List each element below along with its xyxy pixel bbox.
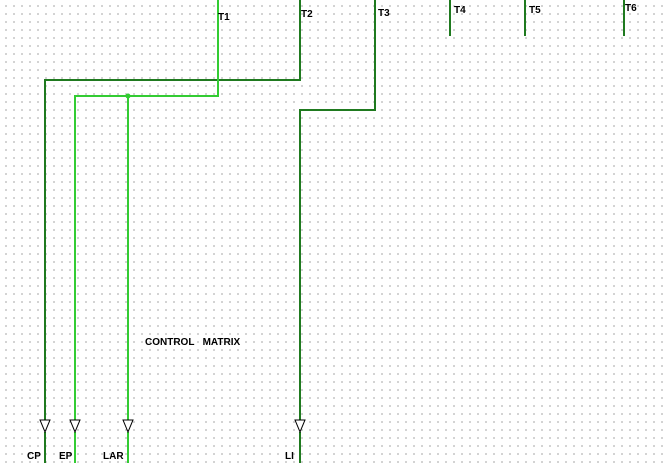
ep-label: EP [59, 451, 73, 462]
lar-label: LAR [103, 451, 124, 462]
t4-label: T4 [454, 5, 466, 16]
t5-label: T5 [529, 5, 541, 16]
t6-label: T6 [625, 3, 637, 14]
t1-to-ep-wire [74, 0, 219, 420]
diagram-title: CONTROL MATRIX [145, 337, 241, 348]
cp-buffer-icon [39, 419, 51, 434]
li-label: LI [285, 451, 294, 462]
t2-label: T2 [301, 9, 313, 20]
lar-buffer-icon [122, 419, 134, 434]
t3-label: T3 [378, 8, 390, 19]
cp-label: CP [27, 451, 41, 462]
t1-junction-dot [125, 93, 131, 99]
li-buffer-icon [294, 419, 306, 434]
t3-to-li-wire [299, 0, 376, 420]
t1-label: T1 [218, 12, 230, 23]
ep-buffer-icon [69, 419, 81, 434]
t2-to-cp-wire [44, 0, 301, 420]
